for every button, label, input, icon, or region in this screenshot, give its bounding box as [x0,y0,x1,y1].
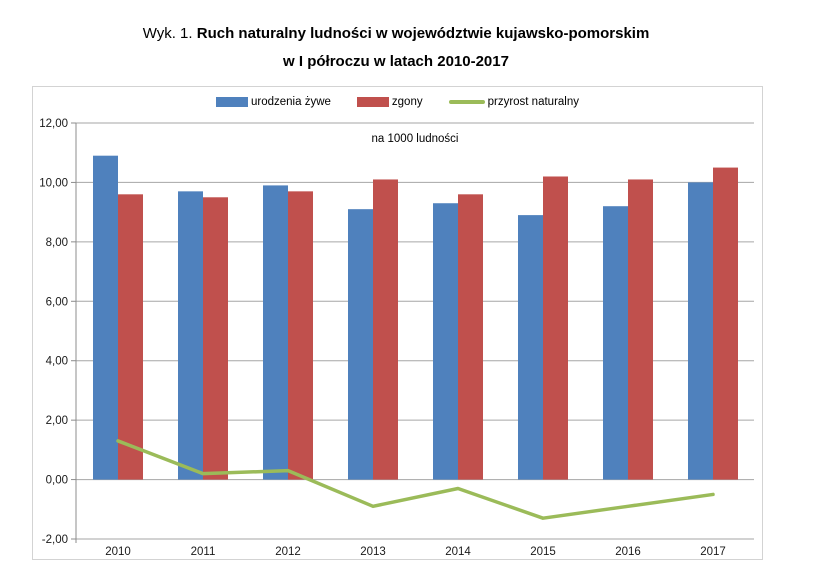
bar-urodzenia-zywe-2014 [433,203,458,480]
y-tick-label: 8,00 [46,237,68,249]
x-tick-label: 2015 [530,546,556,558]
x-tick-label: 2012 [275,546,301,558]
figure-title-line1: Wyk. 1. Ruch naturalny ludności w wojewó… [0,20,792,48]
bar-urodzenia-zywe-2017 [688,182,713,480]
bar-urodzenia-zywe-2013 [348,209,373,480]
figure-title-main: Ruch naturalny ludności w województwie k… [196,25,650,42]
legend-item-urodzenia-zywe: urodzenia żywe [216,96,331,108]
figure-title: Wyk. 1. Ruch naturalny ludności w wojewó… [0,20,792,76]
bar-urodzenia-zywe-2012 [263,185,288,480]
x-tick-label: 2016 [615,546,641,558]
y-tick-label: 6,00 [46,296,68,308]
bar-urodzenia-zywe-2016 [603,206,628,480]
line-przyrost-naturalny [116,439,715,520]
legend-label-przyrost-naturalny: przyrost naturalny [487,96,579,108]
figure-caption-prefix: Wyk. 1. [142,25,193,42]
figure-title-line2: w I półroczu w latach 2010-2017 [283,53,509,70]
y-tick-label: 4,00 [46,356,68,368]
y-tick-label: 12,00 [39,118,68,130]
legend-item-zgony: zgony [356,96,423,108]
x-tick-label: 2013 [360,546,386,558]
plot-area: 12,00 10,00 8,00 6,00 4,00 2,00 0,00 -2,00 2010 2… [39,118,754,558]
chart-area: urodzenia żywe zgony przyrost naturalny na… [32,86,763,560]
legend-swatch-urodzenia-zywe [216,97,248,107]
bar-urodzenia-zywe-2015 [518,215,543,480]
chart-unit-label: na 1000 ludności [371,133,459,145]
bar-zgony-2013 [373,179,398,480]
legend-swatch-zgony [356,97,389,107]
bar-zgony-2016 [628,179,653,480]
x-tick-label: 2011 [191,546,216,558]
bar-urodzenia-zywe-2011 [178,191,203,480]
legend-swatch-przyrost-naturalny [448,100,485,104]
bar-zgony-2010 [118,194,143,480]
chart-legend: urodzenia żywe zgony przyrost naturalny [33,96,762,108]
x-tick-label: 2010 [105,546,131,558]
legend-item-przyrost-naturalny: przyrost naturalny [448,96,579,108]
bar-zgony-2011 [203,197,228,480]
x-tick-label: 2014 [445,546,471,558]
legend-label-zgony: zgony [391,96,423,108]
y-tick-label: 10,00 [39,177,68,189]
legend-label-urodzenia-zywe: urodzenia żywe [251,96,331,108]
y-tick-label: 0,00 [46,475,68,487]
bar-urodzenia-zywe-2010 [93,155,118,480]
bar-zgony-2012 [288,191,313,480]
y-tick-label: -2,00 [42,534,68,546]
bar-zgony-2015 [543,176,568,480]
bar-zgony-2014 [458,194,483,480]
x-tick-label: 2017 [700,546,726,558]
y-tick-label: 2,00 [46,415,68,427]
bar-zgony-2017 [713,167,738,480]
